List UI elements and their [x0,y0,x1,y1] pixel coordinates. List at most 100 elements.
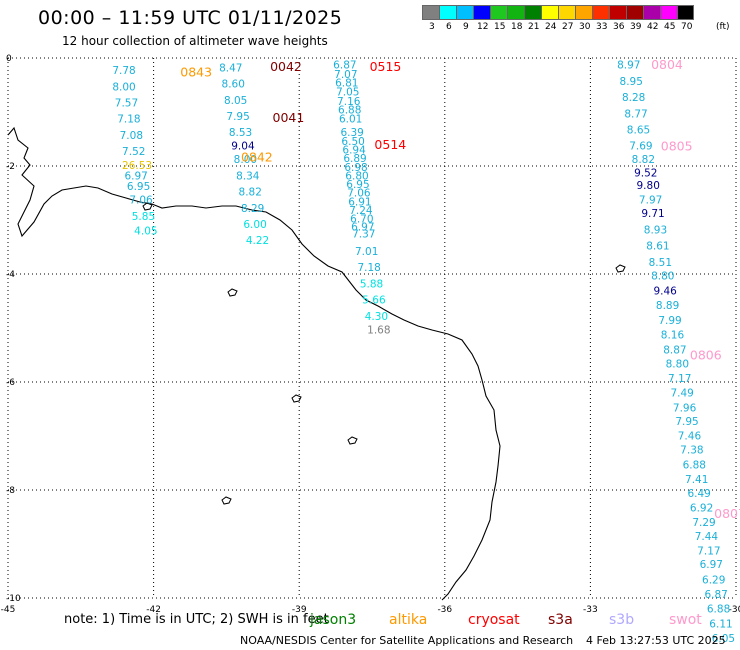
y-tick-label: -2 [6,162,15,172]
island-path [142,202,153,211]
wave-height-value: 7.06 [129,195,153,207]
coastline [7,126,626,601]
wave-height-value: 8.53 [229,127,252,139]
track-id-label: 0842 [241,150,273,165]
wave-height-value: 6.05 [712,633,735,645]
wave-height-value: 8.80 [666,358,689,370]
satellite-legend-item: jason3 [310,612,357,628]
wave-height-value: 6.39 [340,127,363,139]
island-path [615,264,626,273]
wave-height-value: 8.34 [236,170,260,182]
wave-height-value: 7.99 [658,315,681,327]
colorbar-label: 6 [446,22,452,32]
x-tick-label: -36 [437,605,452,615]
wave-height-value: 9.52 [634,168,657,180]
wave-height-value: 6.88 [338,105,361,117]
colorbar-label: 30 [579,22,591,32]
axis-ticks: -45 -42 -39 -36 -33 -30 0 -2 -4 -6 -8 -10 [1,54,740,615]
colorbar-label: 24 [545,22,557,32]
wave-height-value: 7.49 [670,387,693,399]
wave-height-value: 6.94 [342,144,366,156]
wave-height-value: 7.08 [120,130,143,142]
satellite-legend-item: s3b [609,612,635,628]
colorbar-swatch [592,5,609,20]
colorbar-swatch [422,5,439,20]
wave-height-value: 7.41 [685,474,708,486]
wave-height-value: 8.80 [651,270,674,282]
colorbar-swatch [609,5,626,20]
wave-height-value: 9.71 [641,208,664,220]
wave-height-value: 6.49 [687,488,710,500]
timestamp-text: 4 Feb 13:27:53 UTC 2025 [586,634,726,647]
wave-height-value: 6.88 [683,459,706,471]
wave-height-value: 7.44 [695,531,719,543]
y-tick-label: -4 [6,270,15,280]
y-tick-label: -8 [6,486,15,496]
wave-height-value: 7.17 [697,546,720,558]
colorbar-label: 42 [647,22,659,32]
y-tick-label: 0 [6,54,12,64]
colorbar-swatch [473,5,490,20]
wave-height-value: 8.87 [663,344,686,356]
wave-height-value: 7.07 [334,69,357,81]
track-id-label: 0806 [690,348,722,363]
track-id-label: 0807 [714,506,740,521]
track-id-label: 0843 [180,65,212,80]
wave-height-value: 8.65 [627,125,650,137]
wave-height-value: 6.98 [344,162,367,174]
island-path [291,394,302,403]
colorbar-label: 36 [613,22,625,32]
colorbar-label: 70 [681,22,693,32]
wave-height-value: 9.04 [231,141,255,153]
chart-subtitle: 12 hour collection of altimeter wave hei… [62,34,328,48]
colorbar-swatch [541,5,558,20]
wave-height-value: 6.91 [348,196,371,208]
satellite-legend-item: swot [669,612,702,628]
colorbar-unit: (ft) [716,22,730,32]
wave-height-value: 8.05 [224,95,247,107]
colorbar-swatch [558,5,575,20]
wave-height-value: 6.87 [333,60,356,72]
colorbar-label: 45 [664,22,676,32]
wave-height-value: 6.11 [709,619,732,631]
track-id-label: 0805 [661,139,693,154]
satellite-legend-item: cryosat [468,612,520,628]
wave-height-value: 8.00 [234,154,257,166]
wave-height-value: 6.95 [346,179,369,191]
track-id-label: 0042 [270,59,302,74]
wave-height-value: 7.46 [678,431,702,443]
wave-height-value: 7.05 [336,87,359,99]
colorbar-swatch [660,5,677,20]
colorbar-swatch [626,5,643,20]
wave-height-value: 9.80 [637,180,660,192]
wave-height-value: 7.52 [122,146,145,158]
colorbar-label: 12 [477,22,489,32]
wave-height-value: 8.60 [222,79,245,91]
wave-height-value: 6.97 [700,559,723,571]
wave-height-value: 8.89 [656,300,679,312]
x-tick-label: -45 [1,605,16,615]
colorbar-label: 33 [596,22,608,32]
colorbar-label: 39 [630,22,642,32]
colorbar-swatch [575,5,592,20]
wave-height-value: 9.46 [653,285,677,297]
y-tick-label: -6 [6,378,15,388]
wave-height-value: 5.88 [360,278,383,290]
wave-height-value: 6.81 [335,78,358,90]
wave-height-value: 26.53 [122,160,152,172]
wave-height-value: 7.24 [349,205,373,217]
wave-height-value: 1.68 [367,324,390,336]
satellite-legend-item: s3a [548,612,573,628]
wave-height-value: 8.93 [644,224,667,236]
colorbar-swatch [507,5,524,20]
wave-height-value: 7.96 [673,403,697,415]
colorbar-label: 15 [494,22,506,32]
wave-height-value: 6.80 [345,170,368,182]
colorbar-label: 3 [429,22,435,32]
wave-height-value: 4.05 [134,225,157,237]
wave-height-value: 7.38 [680,445,703,457]
wave-height-value: 6.50 [341,136,364,148]
colorbar [422,5,694,20]
x-tick-label: -33 [583,605,598,615]
